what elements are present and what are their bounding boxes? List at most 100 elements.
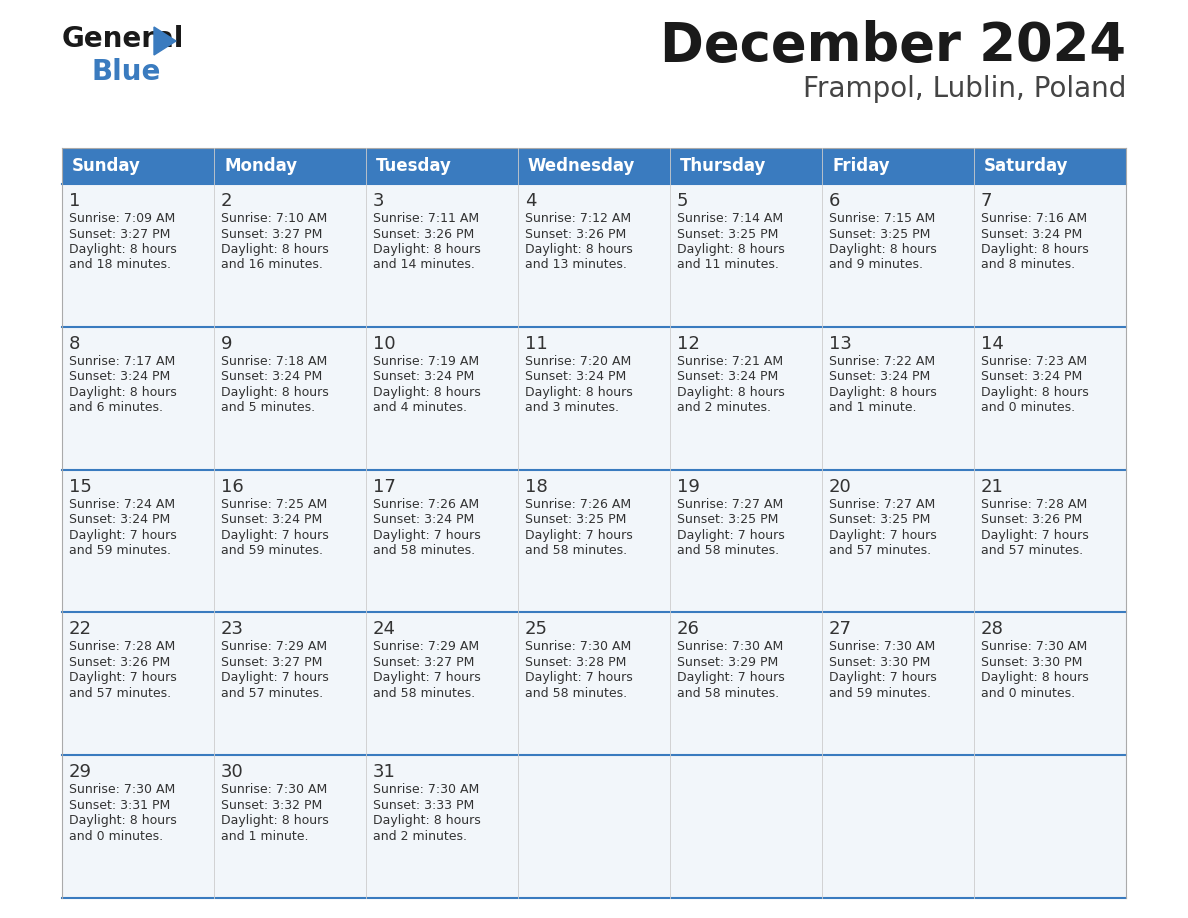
Text: Sunset: 3:30 PM: Sunset: 3:30 PM — [829, 655, 930, 669]
Text: Sunrise: 7:19 AM: Sunrise: 7:19 AM — [373, 354, 479, 368]
Text: Daylight: 7 hours: Daylight: 7 hours — [373, 529, 481, 542]
Text: Sunset: 3:25 PM: Sunset: 3:25 PM — [677, 513, 778, 526]
Bar — [214, 148, 366, 184]
Text: 19: 19 — [677, 477, 700, 496]
Bar — [214, 327, 366, 470]
Text: Tuesday: Tuesday — [375, 157, 451, 175]
Bar — [670, 148, 822, 184]
Text: Sunrise: 7:27 AM: Sunrise: 7:27 AM — [829, 498, 935, 510]
Text: December 2024: December 2024 — [661, 20, 1126, 72]
Bar — [822, 612, 974, 756]
Text: Sunrise: 7:30 AM: Sunrise: 7:30 AM — [829, 641, 935, 654]
Text: and 58 minutes.: and 58 minutes. — [525, 687, 627, 700]
Text: Sunset: 3:28 PM: Sunset: 3:28 PM — [525, 655, 626, 669]
Text: 18: 18 — [525, 477, 548, 496]
Bar — [974, 327, 1126, 470]
Bar — [670, 756, 822, 898]
Bar — [670, 327, 822, 470]
Text: Sunrise: 7:15 AM: Sunrise: 7:15 AM — [829, 212, 935, 225]
Text: Sunrise: 7:23 AM: Sunrise: 7:23 AM — [981, 354, 1087, 368]
Text: 20: 20 — [829, 477, 852, 496]
Text: 6: 6 — [829, 192, 840, 210]
Text: 10: 10 — [373, 335, 396, 353]
Text: and 57 minutes.: and 57 minutes. — [221, 687, 323, 700]
Text: 28: 28 — [981, 621, 1004, 638]
Text: Sunset: 3:31 PM: Sunset: 3:31 PM — [69, 799, 170, 812]
Bar — [974, 184, 1126, 327]
Text: 24: 24 — [373, 621, 396, 638]
Bar — [670, 184, 822, 327]
Text: Daylight: 8 hours: Daylight: 8 hours — [69, 814, 177, 827]
Text: Daylight: 7 hours: Daylight: 7 hours — [525, 529, 633, 542]
Text: 27: 27 — [829, 621, 852, 638]
Text: 29: 29 — [69, 763, 91, 781]
Text: Sunrise: 7:30 AM: Sunrise: 7:30 AM — [221, 783, 327, 796]
Text: 9: 9 — [221, 335, 233, 353]
Text: Daylight: 7 hours: Daylight: 7 hours — [69, 671, 177, 685]
Text: Daylight: 8 hours: Daylight: 8 hours — [981, 243, 1088, 256]
Text: Daylight: 7 hours: Daylight: 7 hours — [525, 671, 633, 685]
Text: and 58 minutes.: and 58 minutes. — [373, 687, 475, 700]
Bar — [366, 612, 518, 756]
Bar — [366, 184, 518, 327]
Text: and 14 minutes.: and 14 minutes. — [373, 259, 475, 272]
Bar — [366, 470, 518, 612]
Text: Sunset: 3:24 PM: Sunset: 3:24 PM — [221, 513, 322, 526]
Text: Monday: Monday — [225, 157, 297, 175]
Text: Sunrise: 7:14 AM: Sunrise: 7:14 AM — [677, 212, 783, 225]
Bar — [214, 470, 366, 612]
Text: Sunrise: 7:26 AM: Sunrise: 7:26 AM — [373, 498, 479, 510]
Bar — [62, 327, 214, 470]
Text: 12: 12 — [677, 335, 700, 353]
Text: and 16 minutes.: and 16 minutes. — [221, 259, 323, 272]
Text: Thursday: Thursday — [680, 157, 766, 175]
Text: Sunrise: 7:28 AM: Sunrise: 7:28 AM — [69, 641, 176, 654]
Polygon shape — [154, 27, 176, 55]
Text: 26: 26 — [677, 621, 700, 638]
Text: and 13 minutes.: and 13 minutes. — [525, 259, 627, 272]
Text: Sunset: 3:24 PM: Sunset: 3:24 PM — [221, 370, 322, 384]
Text: Sunrise: 7:30 AM: Sunrise: 7:30 AM — [69, 783, 176, 796]
Text: Sunset: 3:24 PM: Sunset: 3:24 PM — [69, 513, 170, 526]
Text: Daylight: 8 hours: Daylight: 8 hours — [221, 814, 329, 827]
Text: Sunrise: 7:29 AM: Sunrise: 7:29 AM — [373, 641, 479, 654]
Bar — [974, 470, 1126, 612]
Text: Sunrise: 7:30 AM: Sunrise: 7:30 AM — [373, 783, 479, 796]
Text: Sunrise: 7:26 AM: Sunrise: 7:26 AM — [525, 498, 631, 510]
Text: Sunrise: 7:30 AM: Sunrise: 7:30 AM — [677, 641, 783, 654]
Text: and 58 minutes.: and 58 minutes. — [373, 544, 475, 557]
Text: Daylight: 7 hours: Daylight: 7 hours — [829, 529, 937, 542]
Text: Sunrise: 7:30 AM: Sunrise: 7:30 AM — [525, 641, 631, 654]
Text: Daylight: 7 hours: Daylight: 7 hours — [221, 529, 329, 542]
Text: Sunset: 3:29 PM: Sunset: 3:29 PM — [677, 655, 778, 669]
Text: Sunrise: 7:16 AM: Sunrise: 7:16 AM — [981, 212, 1087, 225]
Text: Sunday: Sunday — [72, 157, 141, 175]
Bar — [518, 470, 670, 612]
Bar — [518, 184, 670, 327]
Text: and 1 minute.: and 1 minute. — [829, 401, 916, 414]
Text: Sunrise: 7:27 AM: Sunrise: 7:27 AM — [677, 498, 783, 510]
Text: General: General — [62, 25, 184, 53]
Text: Daylight: 7 hours: Daylight: 7 hours — [373, 671, 481, 685]
Bar — [214, 612, 366, 756]
Text: Sunrise: 7:22 AM: Sunrise: 7:22 AM — [829, 354, 935, 368]
Bar — [822, 148, 974, 184]
Text: Daylight: 8 hours: Daylight: 8 hours — [981, 386, 1088, 398]
Text: 2: 2 — [221, 192, 233, 210]
Text: Sunset: 3:32 PM: Sunset: 3:32 PM — [221, 799, 322, 812]
Text: 17: 17 — [373, 477, 396, 496]
Bar — [366, 756, 518, 898]
Text: and 57 minutes.: and 57 minutes. — [829, 544, 931, 557]
Bar — [62, 756, 214, 898]
Text: and 57 minutes.: and 57 minutes. — [69, 687, 171, 700]
Text: 25: 25 — [525, 621, 548, 638]
Text: Sunset: 3:24 PM: Sunset: 3:24 PM — [525, 370, 626, 384]
Text: 1: 1 — [69, 192, 81, 210]
Text: Daylight: 8 hours: Daylight: 8 hours — [677, 243, 785, 256]
Bar — [62, 470, 214, 612]
Text: Daylight: 8 hours: Daylight: 8 hours — [525, 243, 633, 256]
Text: and 18 minutes.: and 18 minutes. — [69, 259, 171, 272]
Bar — [974, 148, 1126, 184]
Text: Sunset: 3:24 PM: Sunset: 3:24 PM — [677, 370, 778, 384]
Text: Daylight: 7 hours: Daylight: 7 hours — [677, 671, 785, 685]
